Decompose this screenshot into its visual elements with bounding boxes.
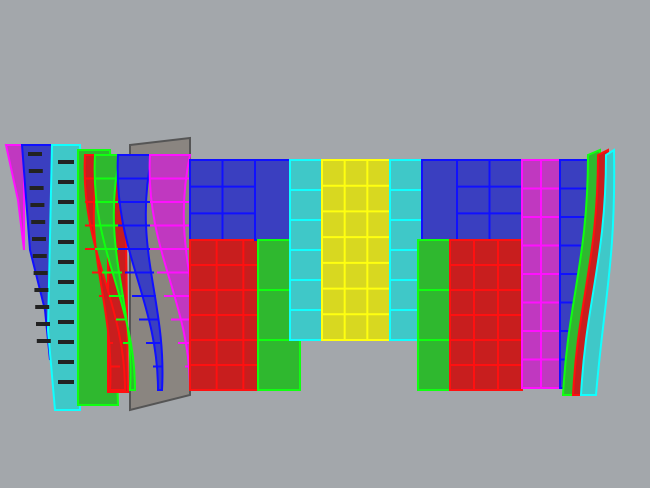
panel-label: [30, 203, 45, 207]
panel-blue-tall-left: [254, 159, 291, 241]
curved-strip-red: [83, 154, 127, 391]
panel-label: [58, 240, 74, 244]
panel-blue-tall-right: [421, 159, 458, 241]
panel-label: [58, 160, 74, 164]
panel-label: [58, 380, 74, 384]
panel-label: [58, 320, 74, 324]
left-panel-magenta: [4, 144, 25, 251]
panel-label: [28, 152, 42, 156]
panel-label: [32, 254, 47, 258]
panel-label: [58, 300, 74, 304]
panel-label: [58, 340, 74, 344]
panel-label: [29, 186, 44, 190]
panel-label: [58, 280, 74, 284]
panel-label: [28, 169, 43, 173]
panel-label: [58, 200, 74, 204]
curved-strip-right-cyan: [579, 148, 616, 396]
panel-label: [36, 339, 51, 343]
panel-label: [35, 305, 50, 309]
panel-label: [31, 220, 46, 224]
panel-label: [36, 322, 50, 326]
panel-yellow-center: [321, 159, 391, 341]
panel-label: [58, 220, 74, 224]
left-panel-cyan: [46, 144, 81, 411]
panel-label: [58, 180, 74, 184]
panel-label: [34, 288, 49, 292]
panel-label: [32, 237, 46, 241]
panel-label: [58, 360, 74, 364]
panel-label: [58, 260, 74, 264]
panel-label: [33, 271, 48, 275]
